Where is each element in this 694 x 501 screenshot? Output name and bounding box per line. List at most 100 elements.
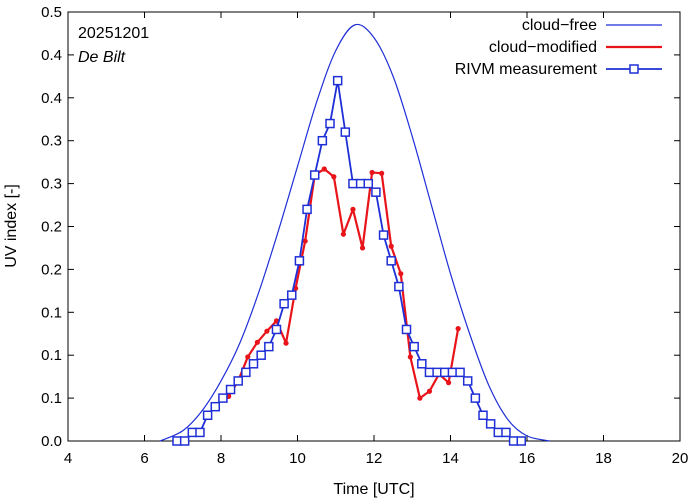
cloud-modified-point <box>321 166 327 172</box>
rivm-point <box>355 178 366 189</box>
y-tick-labels: 0.0 0.1 0.1 0.1 0.2 0.2 0.3 0.3 0.4 0.4 0.5 <box>41 4 62 450</box>
cloud-modified-point <box>283 340 289 346</box>
rivm-point <box>279 298 289 309</box>
rivm-point <box>256 350 266 360</box>
rivm-point <box>348 178 358 189</box>
legend-label-rivm: RIVM measurement <box>455 61 598 78</box>
date-annotation: 20251201 <box>78 25 149 42</box>
cloud-modified-point <box>359 245 366 251</box>
rivm-point <box>218 393 228 403</box>
rivm-point <box>271 324 282 335</box>
series-layer <box>159 23 551 446</box>
rivm-point <box>424 367 435 378</box>
cloud-modified-point <box>254 339 260 345</box>
y-tick-label: 0.2 <box>41 261 62 278</box>
x-tick-labels: 4 6 8 10 12 14 16 18 20 <box>64 450 689 467</box>
x-tick-label: 16 <box>519 450 536 467</box>
x-tick-label: 10 <box>289 450 306 467</box>
cloud-modified-point <box>398 271 404 277</box>
rivm-point <box>202 410 213 421</box>
cloud-modified-point <box>388 243 394 249</box>
x-tick-label: 6 <box>140 450 148 467</box>
rivm-point <box>325 118 335 129</box>
cloud-modified-point <box>369 169 375 176</box>
y-tick-label: 0.3 <box>41 176 62 193</box>
cloud-modified-point <box>264 328 270 334</box>
x-tick-label: 20 <box>672 450 689 467</box>
rivm-point <box>386 256 396 266</box>
cloud-modified-point <box>350 206 356 212</box>
rivm-point <box>401 324 412 335</box>
rivm-point <box>501 427 511 438</box>
cloud-modified-point <box>331 174 337 180</box>
rivm-point <box>409 341 419 352</box>
legend-label-cloud-free: cloud−free <box>522 17 597 34</box>
rivm-point <box>309 170 320 180</box>
rivm-point <box>417 359 427 369</box>
rivm-point <box>478 410 488 421</box>
rivm-point <box>302 204 312 215</box>
cloud-modified-point <box>426 388 433 394</box>
rivm-point <box>317 135 328 146</box>
rivm-point <box>287 290 297 300</box>
cloud-modified-point <box>340 231 346 237</box>
rivm-point <box>233 376 243 386</box>
cloud-modified-point <box>417 395 423 401</box>
cloud-modified-point <box>407 354 413 360</box>
rivm-point <box>432 367 442 378</box>
legend-label-cloud-modified: cloud−modified <box>489 39 597 56</box>
rivm-point <box>187 427 198 438</box>
rivm-point <box>179 436 190 446</box>
rivm-point <box>516 436 527 446</box>
y-tick-label: 0.4 <box>41 90 62 107</box>
y-tick-label: 0.0 <box>41 433 62 450</box>
rivm-point <box>332 75 343 86</box>
y-tick-label: 0.4 <box>41 47 62 64</box>
rivm-point <box>394 281 404 292</box>
series-line-0 <box>159 23 551 442</box>
y-tick-label: 0.5 <box>41 4 62 21</box>
rivm-point <box>470 393 481 403</box>
rivm-point <box>508 436 519 446</box>
y-tick-label: 0.2 <box>41 219 62 236</box>
rivm-point <box>340 127 351 137</box>
rivm-point <box>248 359 259 369</box>
x-tick-label: 8 <box>217 450 225 467</box>
rivm-point <box>264 341 274 352</box>
cloud-modified-point <box>379 170 385 176</box>
axis-ticks <box>67 11 681 442</box>
cloud-modified-point <box>302 238 308 244</box>
cloud-modified-point <box>445 380 452 386</box>
rivm-point <box>241 367 251 378</box>
rivm-point <box>462 376 473 386</box>
x-tick-label: 14 <box>442 450 459 467</box>
rivm-point <box>485 419 496 429</box>
x-tick-label: 18 <box>595 450 612 467</box>
y-tick-label: 0.1 <box>41 347 62 364</box>
legend-marker-rivm <box>629 64 639 74</box>
rivm-point <box>172 436 182 446</box>
rivm-point <box>225 384 236 395</box>
y-tick-label: 0.1 <box>41 390 62 407</box>
y-tick-label: 0.3 <box>41 133 62 150</box>
x-tick-label: 4 <box>64 450 72 467</box>
rivm-point <box>455 367 465 378</box>
rivm-point <box>378 230 389 240</box>
y-axis-title: UV index [-] <box>3 184 20 268</box>
rivm-point <box>371 187 381 197</box>
x-tick-label: 12 <box>366 450 383 467</box>
x-axis-title: Time [UTC] <box>333 481 414 498</box>
rivm-point <box>363 178 374 189</box>
rivm-point <box>447 367 458 378</box>
y-tick-label: 0.1 <box>41 304 62 321</box>
rivm-point <box>210 401 221 412</box>
rivm-point <box>493 427 504 438</box>
rivm-point <box>440 367 450 378</box>
rivm-point <box>294 256 305 266</box>
legend: cloud−free cloud−modified RIVM measureme… <box>455 17 662 78</box>
cloud-modified-point <box>245 354 251 360</box>
rivm-point <box>195 427 205 438</box>
cloud-modified-point <box>455 326 461 332</box>
location-annotation: De Bilt <box>78 49 126 66</box>
